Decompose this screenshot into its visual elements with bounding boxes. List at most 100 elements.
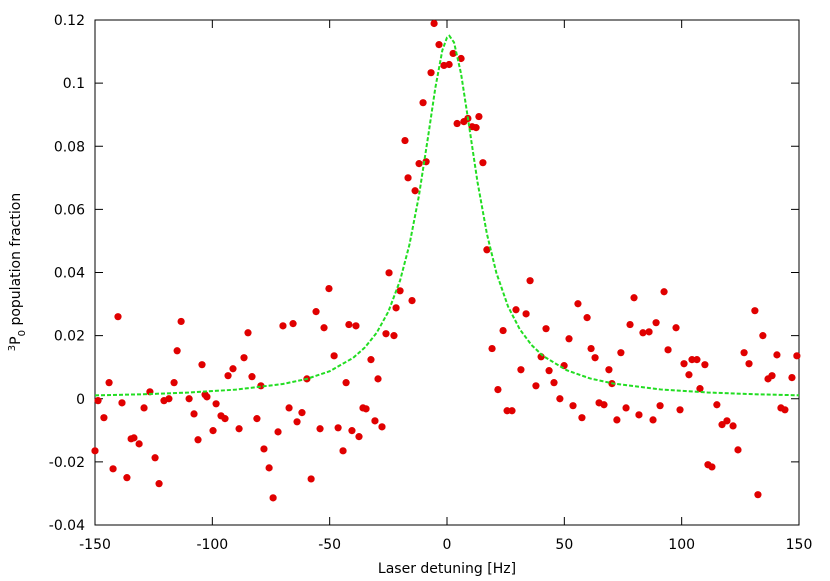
data-point	[151, 454, 159, 462]
y-tick-label: 0	[76, 392, 85, 408]
data-point	[392, 304, 400, 312]
data-point	[550, 379, 558, 387]
data-point	[198, 361, 206, 369]
data-point	[503, 407, 511, 415]
data-point	[656, 402, 664, 410]
data-point	[745, 360, 753, 368]
data-point	[382, 330, 390, 338]
data-point	[713, 401, 721, 409]
data-point	[274, 428, 282, 436]
data-point	[622, 404, 630, 412]
data-point	[453, 119, 461, 128]
data-point	[630, 294, 638, 302]
data-point	[499, 326, 507, 335]
data-point	[390, 332, 398, 340]
data-point	[235, 425, 243, 433]
data-point	[574, 300, 582, 308]
data-point	[248, 373, 256, 381]
data-point	[532, 382, 540, 390]
data-point	[626, 320, 634, 329]
data-point	[781, 406, 789, 414]
data-point	[339, 447, 347, 455]
data-point	[221, 415, 229, 423]
data-point	[617, 349, 625, 357]
data-point	[401, 136, 409, 145]
data-point	[155, 480, 163, 488]
data-point	[759, 332, 767, 340]
y-tick-label: 0.1	[63, 76, 85, 92]
data-point	[285, 404, 293, 412]
data-point	[100, 414, 108, 422]
data-point	[740, 349, 748, 357]
x-axis-label: Laser detuning [Hz]	[378, 561, 516, 577]
data-point	[355, 433, 363, 441]
data-point	[279, 322, 287, 330]
data-point	[652, 319, 660, 327]
data-point	[565, 335, 573, 343]
data-point	[173, 347, 181, 355]
data-point	[105, 379, 113, 387]
data-point	[517, 366, 525, 374]
data-point	[190, 410, 198, 418]
data-point	[135, 440, 143, 448]
data-point	[224, 372, 232, 380]
data-point	[751, 307, 759, 315]
data-point	[445, 60, 453, 69]
data-point	[556, 395, 564, 403]
data-point	[427, 69, 435, 77]
data-point	[371, 417, 379, 425]
data-point	[635, 411, 643, 419]
y-label-main: P	[8, 336, 24, 344]
data-point	[664, 346, 672, 354]
data-point	[298, 409, 306, 417]
y-tick-label: -0.04	[49, 518, 85, 534]
data-point	[526, 277, 534, 285]
data-point	[177, 317, 185, 326]
data-point	[140, 404, 148, 412]
data-point	[494, 385, 502, 394]
data-point	[194, 436, 202, 444]
x-tick-label: 50	[555, 537, 573, 553]
data-point	[203, 393, 211, 401]
data-point	[475, 112, 483, 121]
data-point	[109, 465, 117, 473]
data-point	[768, 372, 776, 380]
y-label-sup: 3	[7, 345, 18, 351]
data-point	[680, 360, 688, 368]
data-point	[362, 405, 370, 413]
data-point	[587, 344, 595, 353]
data-point	[435, 41, 443, 49]
y-tick-label: 0.04	[54, 266, 85, 282]
data-point	[269, 494, 277, 502]
x-tick-label: -50	[318, 537, 341, 553]
data-point	[330, 352, 338, 360]
x-tick-label: 0	[443, 537, 452, 553]
data-point	[342, 379, 350, 387]
data-point	[260, 445, 268, 453]
data-point	[688, 356, 696, 364]
data-point	[253, 415, 261, 423]
data-point	[378, 423, 386, 431]
y-label-rest: population fraction	[8, 193, 24, 330]
data-point	[348, 427, 356, 435]
data-point	[352, 322, 360, 330]
data-point	[660, 288, 668, 296]
data-point	[708, 463, 716, 471]
y-axis-label: 3P0 population fraction	[7, 193, 28, 351]
data-point	[130, 434, 138, 442]
data-point	[209, 427, 217, 435]
data-point	[483, 246, 491, 254]
data-point	[345, 320, 353, 329]
data-point	[600, 401, 608, 409]
data-point	[316, 425, 324, 433]
data-point	[522, 310, 530, 318]
data-point	[415, 160, 423, 168]
data-point	[449, 49, 457, 58]
data-point	[734, 446, 742, 454]
data-point	[569, 402, 577, 410]
data-point	[411, 187, 419, 195]
data-point	[701, 361, 709, 369]
data-point	[374, 375, 382, 383]
data-point	[91, 447, 99, 455]
data-point	[229, 365, 237, 373]
